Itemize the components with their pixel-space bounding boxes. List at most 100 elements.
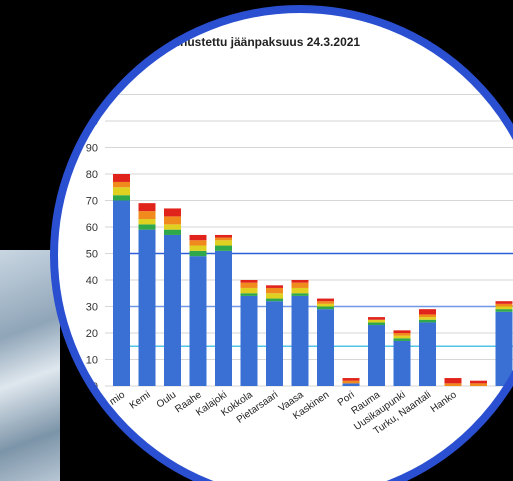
- bar-segment: [368, 325, 385, 386]
- y-tick-label: 60: [86, 222, 98, 234]
- bar-segment: [164, 234, 181, 386]
- y-tick-label: 90: [86, 143, 98, 155]
- bar-segment: [393, 330, 411, 333]
- bar-segment: [215, 250, 232, 386]
- bar-segment: [138, 219, 156, 225]
- bar-stack: [291, 280, 309, 386]
- bar-segment: [215, 237, 232, 241]
- bar-segment: [215, 245, 232, 251]
- lens-frame: [50, 5, 513, 481]
- bar-segment: [189, 234, 207, 241]
- bar-segment: [291, 280, 309, 283]
- bar-stack: [419, 309, 436, 386]
- bar-stack: [266, 285, 283, 386]
- y-tick-label: 20: [86, 328, 98, 340]
- bar-segment: [317, 303, 334, 307]
- bar-segment: [113, 174, 130, 182]
- bar-segment: [113, 195, 130, 201]
- bar-segment: [113, 181, 130, 188]
- y-tick-label: 40: [86, 275, 98, 287]
- bar-segment: [317, 301, 334, 304]
- y-tick-label: 10: [86, 355, 98, 367]
- bar-segment: [342, 380, 360, 384]
- bar-segment: [419, 319, 436, 323]
- bar-segment: [266, 287, 283, 294]
- chart-title: m ennustettu jäänpaksuus 24.3.2021: [152, 35, 360, 49]
- bar-segment: [419, 317, 436, 320]
- bar-segment: [291, 282, 309, 288]
- bar-segment: [291, 295, 309, 386]
- bar-segment: [470, 383, 487, 386]
- bar-segment: [317, 306, 334, 310]
- bar-segment: [164, 208, 181, 217]
- bar-segment: [419, 322, 436, 386]
- bar-stack: [393, 330, 411, 386]
- bar-segment: [291, 293, 309, 296]
- y-tick-label-partial: 0: [92, 90, 98, 102]
- bar-stack: [138, 203, 156, 386]
- bar-segment: [266, 285, 283, 288]
- bar-segment: [240, 287, 258, 294]
- bar-stack: [113, 174, 130, 386]
- bar-segment: [113, 187, 130, 196]
- bar-segment: [138, 203, 156, 212]
- bar-segment: [368, 322, 385, 326]
- bar-segment: [495, 309, 513, 312]
- bar-segment: [368, 317, 385, 320]
- bar-segment: [342, 378, 360, 381]
- bar-segment: [215, 234, 232, 238]
- bars: [113, 174, 513, 386]
- bar-stack: [240, 280, 258, 386]
- bar-stack: [444, 378, 462, 386]
- bar-stack: [342, 378, 360, 386]
- bar-segment: [266, 301, 283, 386]
- bar-segment: [444, 383, 462, 386]
- bar-segment: [138, 211, 156, 220]
- bar-segment: [164, 224, 181, 230]
- bar-stack: [368, 317, 385, 386]
- bar-segment: [317, 298, 334, 302]
- bar-segment: [215, 240, 232, 246]
- bar-segment: [189, 256, 207, 386]
- bar-segment: [342, 383, 360, 386]
- bar-segment: [266, 293, 283, 299]
- bar-segment: [164, 216, 181, 225]
- bar-segment: [164, 229, 181, 235]
- bar-segment: [419, 314, 436, 318]
- y-tick-label: 50: [86, 249, 98, 261]
- bar-segment: [291, 287, 309, 294]
- reference-lines: [120, 252, 513, 348]
- bar-stack: [215, 234, 232, 386]
- bar-segment: [240, 280, 258, 283]
- bar-segment: [393, 333, 411, 336]
- bar-segment: [266, 298, 283, 302]
- ice-background-photo: [0, 250, 60, 481]
- bar-stack: [495, 301, 513, 386]
- bar-segment: [189, 245, 207, 251]
- bar-segment: [393, 338, 411, 341]
- bar-segment: [495, 306, 513, 310]
- bar-segment: [189, 240, 207, 246]
- bar-segment: [240, 295, 258, 386]
- y-tick-label: 80: [86, 169, 98, 181]
- bar-segment: [317, 309, 334, 386]
- bar-segment: [444, 378, 462, 384]
- y-tick-label: 30: [86, 302, 98, 314]
- bar-segment: [368, 319, 385, 323]
- bar-segment: [495, 301, 513, 304]
- bar-stack: [189, 234, 207, 386]
- bar-segment: [240, 282, 258, 288]
- bar-stack: [317, 298, 334, 386]
- bar-segment: [393, 340, 411, 386]
- bar-segment: [138, 224, 156, 230]
- bar-segment: [470, 380, 487, 384]
- bar-segment: [113, 200, 130, 386]
- y-tick-label: 70: [86, 196, 98, 208]
- bar-stack: [470, 380, 487, 386]
- bar-segment: [240, 293, 258, 296]
- bar-segment: [138, 229, 156, 386]
- bar-segment: [393, 335, 411, 339]
- bar-segment: [419, 309, 436, 315]
- bar-segment: [495, 311, 513, 386]
